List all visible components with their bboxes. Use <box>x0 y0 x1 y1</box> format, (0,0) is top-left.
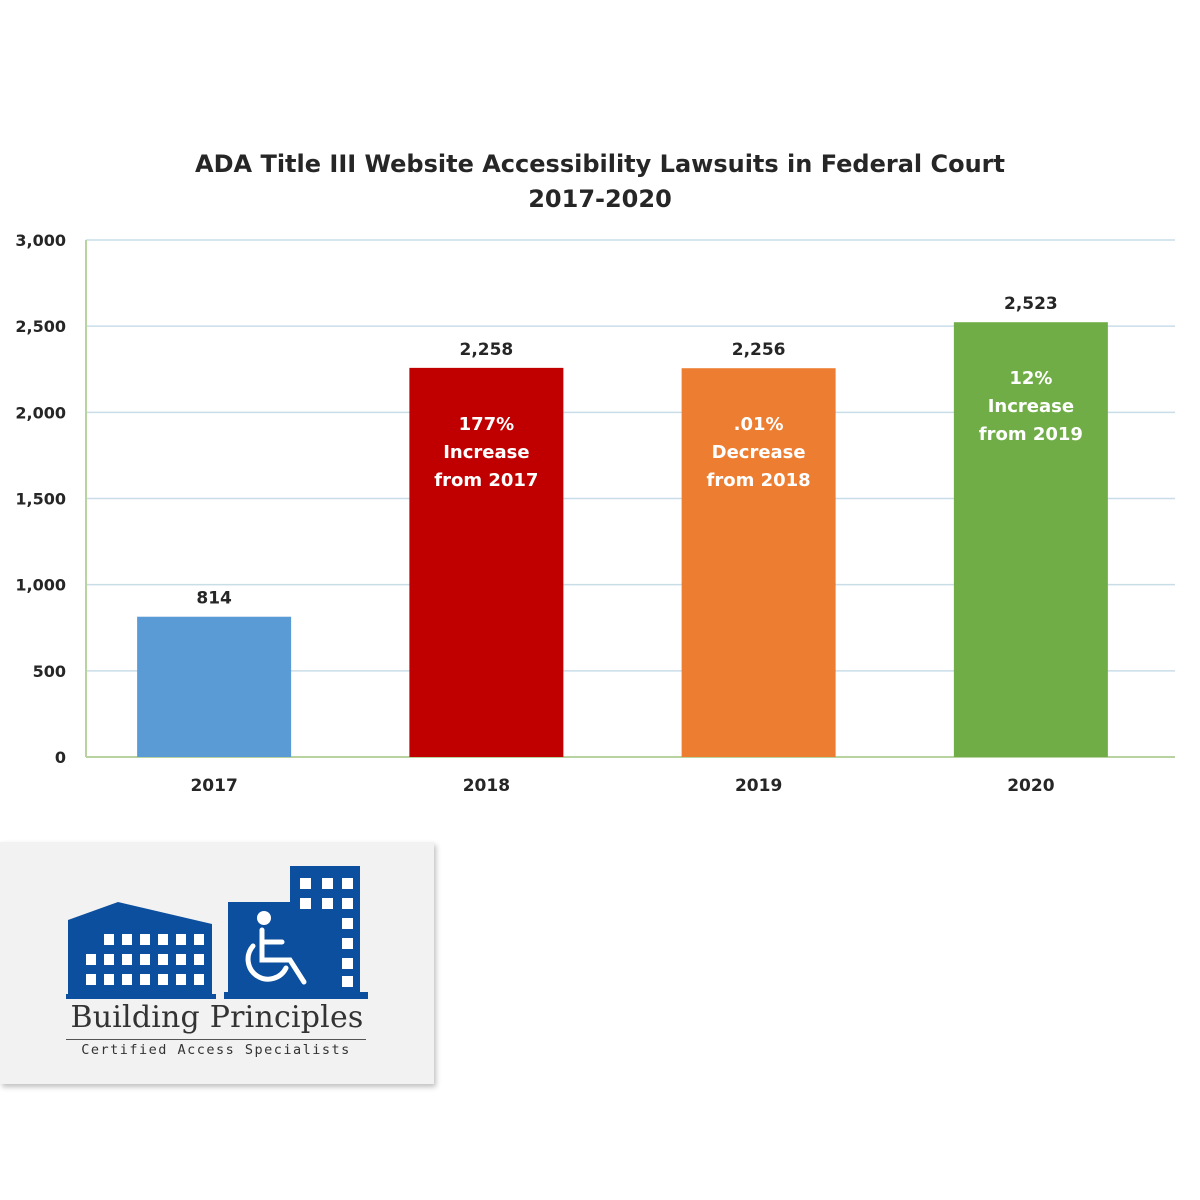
bar-2017 <box>137 616 292 757</box>
building-logo <box>66 866 368 999</box>
data-label: 2,523 <box>1004 294 1058 314</box>
window <box>158 934 168 945</box>
left-building-windows <box>86 934 204 985</box>
bar-annotation: 12% <box>1009 368 1052 389</box>
logo-company-name: Building Principles <box>70 1000 364 1035</box>
logo-card: Building Principles Certified Access Spe… <box>0 842 434 1084</box>
window <box>342 958 353 969</box>
bar-annotation: Increase <box>988 396 1074 417</box>
left-building-icon <box>66 902 216 999</box>
y-tick-label: 3,000 <box>15 231 66 250</box>
data-label: 814 <box>196 589 232 609</box>
window <box>342 918 353 929</box>
window <box>176 934 186 945</box>
window <box>300 878 311 889</box>
bar-annotation: .01% <box>734 414 784 435</box>
y-tick-label: 1,000 <box>15 576 66 595</box>
bars <box>137 322 1108 757</box>
x-tick-label: 2017 <box>190 776 237 796</box>
window <box>122 934 132 945</box>
window <box>322 898 333 909</box>
window <box>122 954 132 965</box>
window <box>176 954 186 965</box>
wheelchair-icon <box>245 911 307 985</box>
window <box>140 934 150 945</box>
y-tick-label: 0 <box>55 748 66 767</box>
window <box>86 954 96 965</box>
bar-annotation: Decrease <box>712 442 806 463</box>
y-tick-label: 500 <box>33 662 66 681</box>
chart-title-line-2: 2017-2020 <box>528 185 672 213</box>
window <box>104 934 114 945</box>
bar-annotation: Increase <box>443 442 529 463</box>
window <box>342 938 353 949</box>
window <box>104 954 114 965</box>
window <box>86 974 96 985</box>
bar-annotation: from 2018 <box>707 470 811 491</box>
window <box>342 976 353 987</box>
right-building-windows <box>300 878 353 987</box>
bar-annotation: from 2019 <box>979 424 1083 445</box>
logo-tagline: Certified Access Specialists <box>81 1042 351 1058</box>
bar-annotation: 177% <box>459 414 515 435</box>
bar-annotation: from 2017 <box>434 470 538 491</box>
window <box>194 934 204 945</box>
y-tick-label: 1,500 <box>15 490 66 509</box>
labels: 0 500 1,000 1,500 2,000 2,500 3,000 814 2017 2,25… <box>15 231 1083 796</box>
window <box>140 954 150 965</box>
window <box>322 878 333 889</box>
window <box>104 974 114 985</box>
window <box>194 954 204 965</box>
bar-2019 <box>681 368 836 757</box>
bar-2020 <box>953 322 1108 757</box>
window <box>342 898 353 909</box>
logo-divider <box>66 1039 366 1040</box>
window <box>158 974 168 985</box>
chart-title-line-1: ADA Title III Website Accessibility Laws… <box>195 150 1005 178</box>
window <box>140 974 150 985</box>
data-label: 2,258 <box>459 340 513 360</box>
x-tick-label: 2018 <box>463 776 510 796</box>
x-tick-label: 2019 <box>735 776 782 796</box>
bar-chart: ADA Title III Website Accessibility Laws… <box>15 150 1175 796</box>
window <box>158 954 168 965</box>
window <box>176 974 186 985</box>
window <box>194 974 204 985</box>
window <box>300 898 311 909</box>
window <box>342 878 353 889</box>
bar-2018 <box>409 367 564 757</box>
window <box>122 974 132 985</box>
data-label: 2,256 <box>732 340 786 360</box>
y-tick-label: 2,000 <box>15 403 66 422</box>
y-tick-label: 2,500 <box>15 317 66 336</box>
x-tick-label: 2020 <box>1007 776 1054 796</box>
gridlines <box>85 239 1175 758</box>
